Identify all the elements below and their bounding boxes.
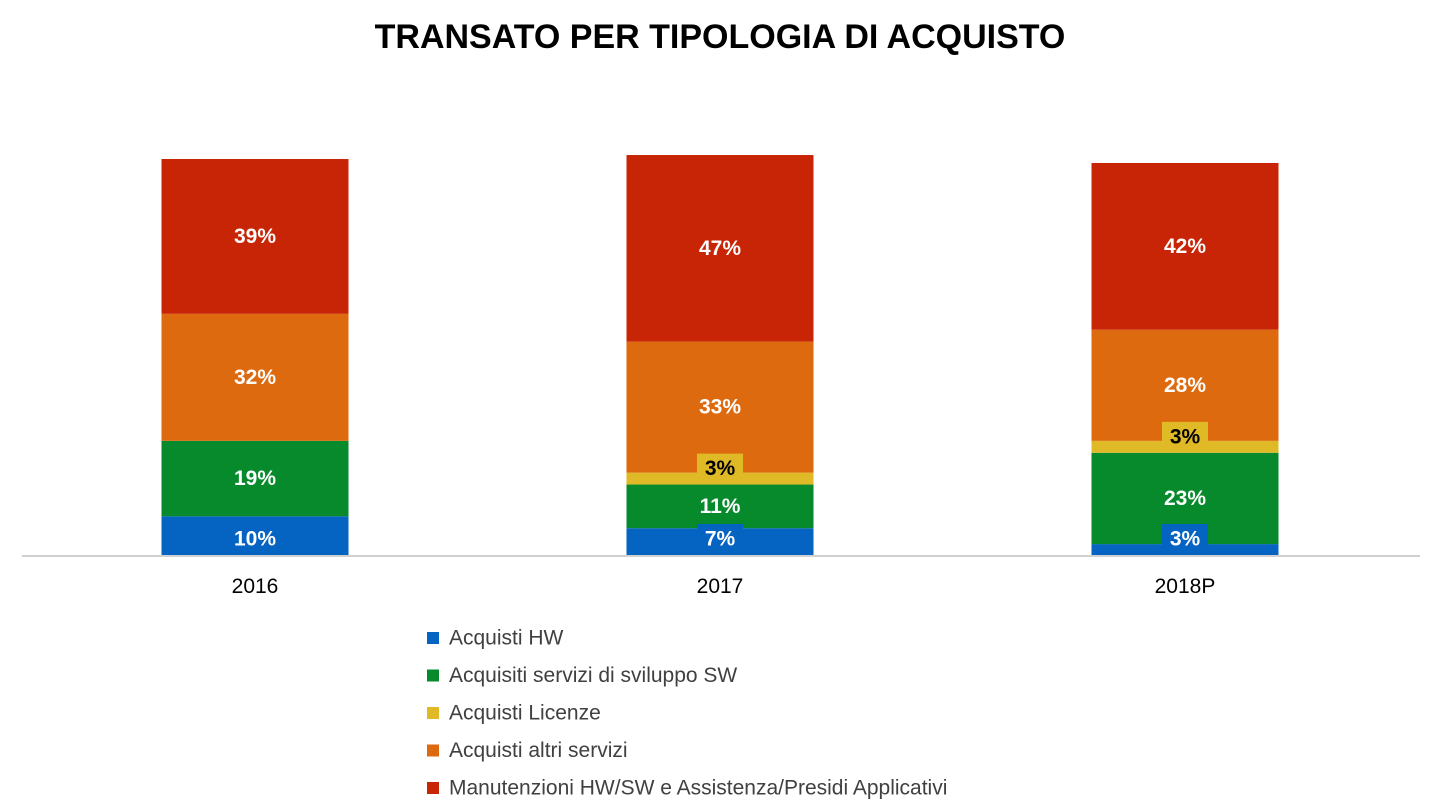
bar-segment bbox=[626, 155, 814, 342]
data-label-background bbox=[1162, 421, 1208, 452]
bar-segment bbox=[626, 484, 814, 529]
bar-segment bbox=[161, 440, 349, 517]
x-tick-label: 2017 bbox=[697, 575, 744, 598]
data-label: 23% bbox=[1164, 487, 1206, 510]
x-tick-label: 2018P bbox=[1155, 575, 1216, 598]
data-label: 33% bbox=[699, 396, 741, 419]
bar-segment bbox=[161, 159, 349, 314]
data-label: 10% bbox=[234, 528, 276, 551]
data-label-background bbox=[1162, 524, 1208, 554]
legend-item: Acquisti Licenze bbox=[427, 702, 601, 725]
x-tick-labels: 2016 2017 2018P bbox=[232, 575, 1216, 598]
legend-item: Manutenzioni HW/SW e Assistenza/Presidi … bbox=[427, 777, 947, 800]
data-label: 3% bbox=[1170, 528, 1201, 551]
legend-label: Acquisti HW bbox=[449, 627, 564, 650]
legend-swatch bbox=[427, 744, 439, 757]
data-label: 28% bbox=[1164, 374, 1206, 397]
legend-label: Acquisti Licenze bbox=[449, 702, 601, 725]
legend: Acquisti HW Acquisiti servizi di sviluppo… bbox=[427, 627, 947, 800]
legend-item: Acquisiti servizi di sviluppo SW bbox=[427, 664, 737, 687]
legend-swatch bbox=[427, 632, 439, 644]
data-label: 3% bbox=[705, 457, 736, 480]
x-tick-label: 2016 bbox=[232, 575, 279, 598]
data-label: 3% bbox=[1170, 425, 1201, 448]
data-label-background bbox=[697, 524, 743, 554]
data-label-background bbox=[697, 453, 743, 484]
data-label: 47% bbox=[699, 237, 741, 260]
bar-segment bbox=[161, 516, 349, 556]
data-label: 39% bbox=[234, 225, 276, 248]
bar-segment bbox=[1091, 162, 1279, 330]
legend-swatch bbox=[427, 669, 439, 682]
bar-segment bbox=[161, 313, 349, 441]
data-label: 32% bbox=[234, 366, 276, 389]
data-label: 19% bbox=[234, 467, 276, 490]
chart-title: TRANSATO PER TIPOLOGIA DI ACQUISTO bbox=[375, 18, 1066, 56]
legend-swatch bbox=[427, 782, 439, 794]
legend-label: Manutenzioni HW/SW e Assistenza/Presidi … bbox=[449, 777, 947, 800]
data-label: 42% bbox=[1164, 235, 1206, 258]
data-label: 11% bbox=[700, 495, 741, 518]
legend-item: Acquisti HW bbox=[427, 627, 564, 650]
data-labels-layer: 10% 19% 32% 39% 7% 11% 3% 33% 47% 3% 23% 3% 28% 42% bbox=[234, 225, 1208, 554]
legend-item: Acquisti altri servizi bbox=[427, 739, 628, 762]
legend-swatch bbox=[427, 707, 439, 719]
data-label: 7% bbox=[705, 528, 736, 551]
legend-label: Acquisti altri servizi bbox=[449, 739, 628, 762]
legend-label: Acquisiti servizi di sviluppo SW bbox=[449, 664, 737, 687]
bar-segment bbox=[626, 341, 814, 473]
